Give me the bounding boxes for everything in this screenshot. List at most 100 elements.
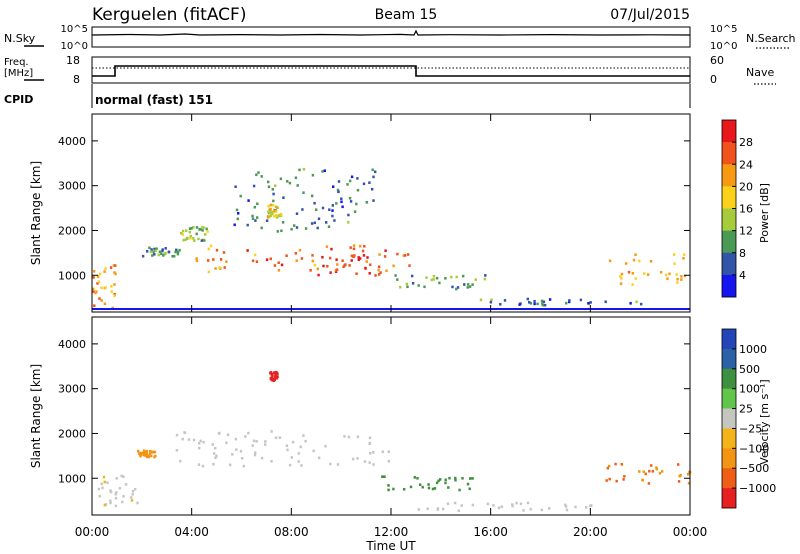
data-cell-region-9 <box>619 275 622 278</box>
colorbar-tick-label: 12 <box>739 225 753 238</box>
data-cell-region-0 <box>96 275 100 278</box>
data-cell-region-0 <box>98 494 101 498</box>
data-cell-region-4 <box>335 258 338 261</box>
data-cell-region-2 <box>181 229 185 233</box>
data-cell-region-4 <box>454 476 457 480</box>
data-cell-region-3 <box>334 270 338 273</box>
data-cell-region-2 <box>363 460 367 463</box>
data-cell-region-2 <box>198 228 201 231</box>
data-cell-region-6 <box>687 472 690 476</box>
data-cell-region-0 <box>92 290 95 293</box>
data-cell-region-5 <box>540 508 543 512</box>
nsky-panel: N.Sky 10^5 10^0 10^5 10^0 N.Search <box>4 24 796 52</box>
data-cell-region-6 <box>677 463 680 466</box>
data-cell-region-5 <box>466 283 470 286</box>
data-cell-region-2 <box>343 435 346 438</box>
data-cell-region-0 <box>98 297 101 300</box>
data-cell-region-1 <box>138 451 141 455</box>
data-cell-region-2 <box>274 436 278 440</box>
data-cell-region-4 <box>322 264 325 268</box>
freq-tick-bottom: 8 <box>73 73 80 86</box>
data-cell-region-9 <box>675 273 678 276</box>
power-frame <box>91 113 691 313</box>
data-cell-region-1 <box>173 254 176 258</box>
data-cell-region-1 <box>171 255 174 258</box>
data-cell-region-6 <box>337 190 340 194</box>
data-cell-region-6 <box>276 230 279 233</box>
data-cell-region-1 <box>150 454 153 458</box>
data-cell-region-4 <box>444 481 447 485</box>
data-cell-region-7 <box>268 208 271 211</box>
data-cell-region-6 <box>252 184 256 188</box>
data-cell-region-5 <box>564 503 567 507</box>
colorbar-swatch <box>722 388 736 409</box>
data-cell-region-4 <box>447 486 450 489</box>
data-cell-region-7 <box>275 210 278 213</box>
data-cell-region-5 <box>462 274 465 278</box>
data-cell-region-3 <box>277 269 281 272</box>
data-cell-region-5 <box>417 284 420 287</box>
data-cell-region-4 <box>357 258 360 261</box>
data-cell-region-0 <box>109 501 112 505</box>
data-cell-region-1 <box>151 254 154 257</box>
data-cell-region-3 <box>270 371 273 374</box>
data-cell-region-6 <box>272 199 275 203</box>
data-cell-region-1 <box>155 247 158 250</box>
data-cell-region-6 <box>644 472 647 476</box>
data-cell-region-4 <box>317 273 320 277</box>
data-cell-region-2 <box>211 443 214 446</box>
data-cell-region-6 <box>253 205 256 209</box>
colorbar-tick-label: −25 <box>739 422 762 435</box>
data-cell-region-4 <box>379 271 382 274</box>
power-axes: 1000 2000 3000 4000 <box>58 114 691 312</box>
data-cell-region-8 <box>579 298 583 302</box>
data-cell-region-6 <box>251 214 254 218</box>
data-cell-region-9 <box>625 262 628 265</box>
data-cell-region-5 <box>432 278 435 281</box>
data-cell-region-5 <box>526 501 530 505</box>
data-cell-region-4 <box>458 488 461 492</box>
data-cell-region-0 <box>109 266 113 269</box>
data-cell-region-8 <box>542 300 546 304</box>
data-cell-region-9 <box>627 270 631 274</box>
data-cell-region-1 <box>145 449 149 453</box>
data-cell-region-2 <box>175 433 179 437</box>
velocity-cells <box>97 370 692 513</box>
data-cell-region-6 <box>348 179 352 183</box>
data-cell-region-2 <box>297 452 300 455</box>
data-cell-region-1 <box>145 452 148 456</box>
data-cell-region-6 <box>606 466 609 470</box>
data-cell-region-3 <box>207 259 210 262</box>
power-ylabel: Slant Range [km] <box>29 161 43 265</box>
data-cell-region-2 <box>247 431 250 435</box>
data-cell-region-2 <box>187 438 191 441</box>
data-cell-region-3 <box>352 247 356 251</box>
data-cell-region-3 <box>269 257 272 261</box>
data-cell-region-5 <box>411 282 415 285</box>
data-cell-region-9 <box>631 272 634 275</box>
data-cell-region-8 <box>543 303 547 307</box>
data-cell-region-6 <box>288 181 292 185</box>
data-cell-region-6 <box>279 177 283 181</box>
data-cell-region-0 <box>124 483 128 486</box>
data-cell-region-8 <box>589 301 592 304</box>
velocity-panel: 1000 2000 3000 4000 Slant Range [km] <box>29 316 692 516</box>
nave-label: Nave <box>746 66 774 79</box>
data-cell-region-2 <box>198 446 201 450</box>
data-cell-region-2 <box>368 441 372 445</box>
data-cell-region-6 <box>620 463 623 466</box>
data-cell-region-1 <box>161 249 164 253</box>
data-cell-region-9 <box>649 260 653 263</box>
data-cell-region-3 <box>313 263 317 267</box>
data-cell-region-5 <box>417 508 420 511</box>
data-cell-region-4 <box>431 487 435 491</box>
data-cell-region-8 <box>548 298 552 301</box>
data-cell-region-3 <box>277 261 280 264</box>
data-cell-region-6 <box>623 475 626 478</box>
freq-panel: Freq. [MHz] 18 8 60 0 Nave <box>4 54 776 86</box>
data-cell-region-0 <box>100 286 103 290</box>
data-cell-region-2 <box>356 457 359 460</box>
data-cell-region-2 <box>192 438 196 442</box>
data-cell-region-3 <box>273 378 276 382</box>
